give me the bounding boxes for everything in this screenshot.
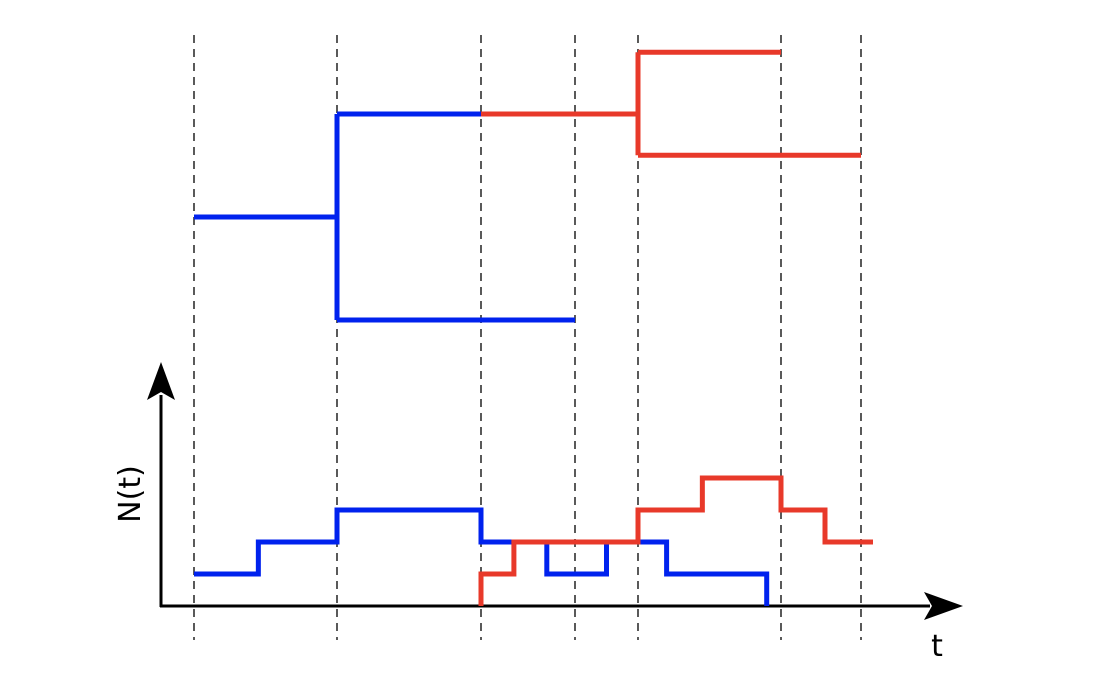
event-time-gridlines xyxy=(193,35,862,640)
x-axis-arrowhead xyxy=(924,592,963,620)
y-axis-label: N(t) xyxy=(113,465,148,523)
count-step-functions xyxy=(194,475,873,606)
lineage-tree xyxy=(194,49,861,323)
count-red xyxy=(478,475,873,606)
x-axis-label: t xyxy=(931,629,943,664)
count-axes: N(t) t xyxy=(113,362,963,664)
y-axis-arrowhead xyxy=(147,362,175,400)
